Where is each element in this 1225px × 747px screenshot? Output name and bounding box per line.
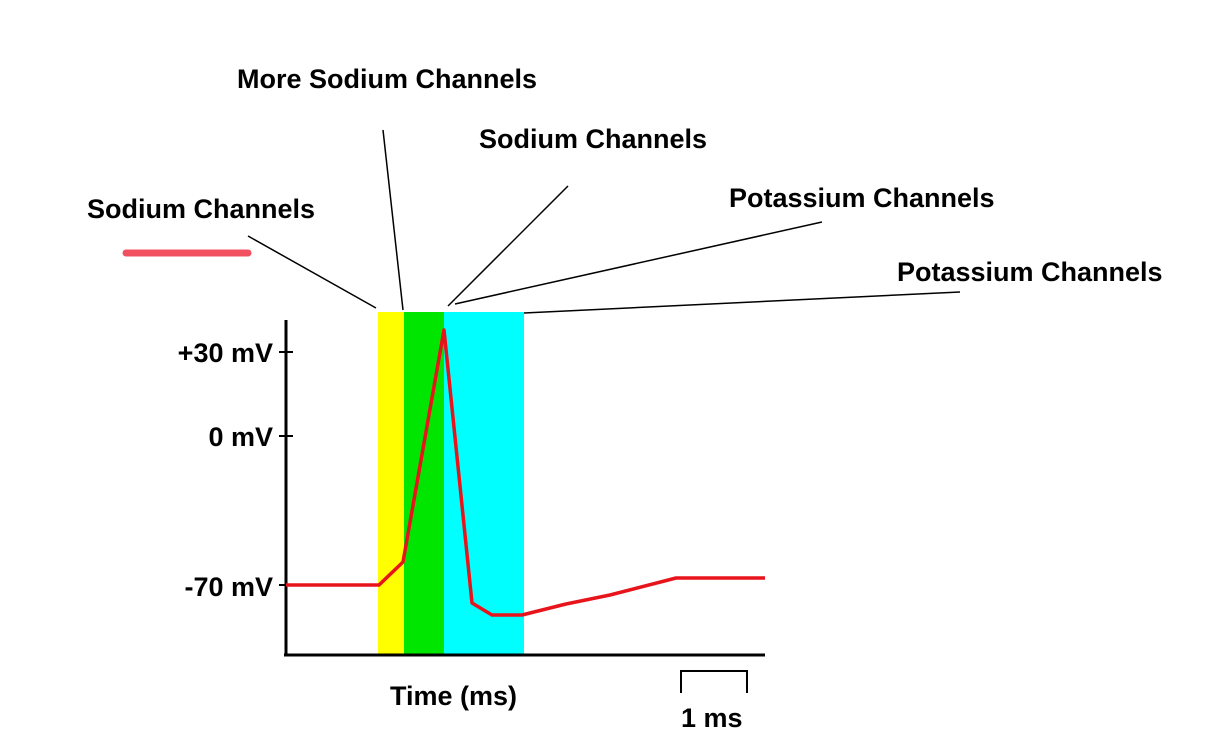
y-tick-label-minus70: -70 mV — [184, 572, 273, 602]
leader-more-sodium — [382, 129, 404, 311]
y-tick-label-plus30: +30 mV — [178, 338, 273, 368]
x-axis-label: Time (ms) — [390, 681, 517, 711]
membrane-potential-trace — [286, 328, 765, 617]
label-potassium-channels-close: Potassium Channels — [897, 257, 1163, 287]
label-sodium-channels-open: Sodium Channels — [87, 194, 315, 224]
label-more-sodium-channels: More Sodium Channels — [237, 64, 537, 94]
y-tick-label-0: 0 mV — [208, 422, 273, 452]
scale-bar — [680, 670, 748, 693]
leader-potassium-close — [523, 291, 961, 314]
leader-potassium-open — [454, 221, 823, 305]
scale-bar-label: 1 ms — [681, 703, 743, 733]
phase-band-yellow — [378, 312, 404, 654]
label-sodium-channels-close: Sodium Channels — [479, 124, 707, 154]
phase-band-cyan — [444, 312, 524, 654]
label-potassium-channels-open: Potassium Channels — [729, 183, 995, 213]
leader-sodium-close — [447, 185, 569, 307]
leader-sodium-open — [247, 235, 377, 309]
